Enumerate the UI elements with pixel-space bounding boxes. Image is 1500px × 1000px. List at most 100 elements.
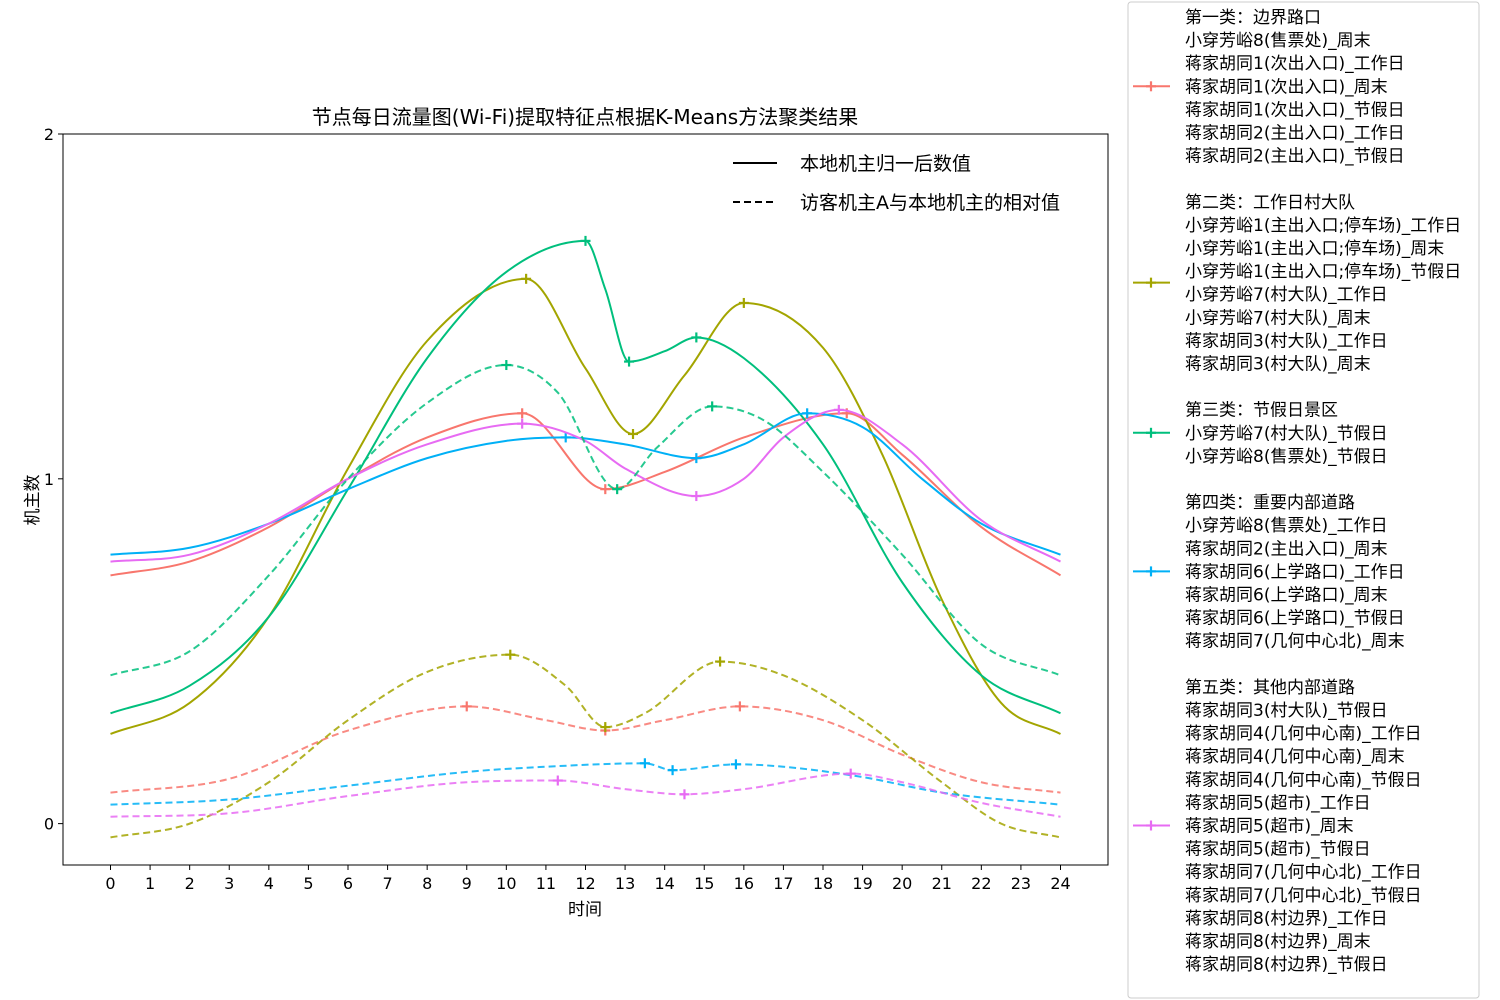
x-tick-label: 16	[734, 874, 754, 893]
series-cluster-4-solid	[110, 408, 1061, 556]
x-tick-label: 15	[694, 874, 714, 893]
series-point	[845, 768, 856, 779]
y-tick-label: 2	[44, 125, 54, 144]
x-tick-label: 0	[105, 874, 115, 893]
x-tick-label: 3	[224, 874, 234, 893]
series-line	[110, 705, 1061, 794]
series-point	[461, 701, 472, 712]
series-point	[552, 775, 563, 786]
y-axis-label: 机主数	[23, 475, 43, 526]
cluster-legend-group-5: 第五类：其他内部道路蒋家胡同3(村大队)_节假日蒋家胡同4(几何中心南)_工作日…	[1133, 678, 1422, 975]
series-point	[624, 356, 635, 367]
series-point	[691, 491, 702, 502]
series-point	[612, 484, 623, 495]
series-point	[600, 722, 611, 733]
x-tick-label: 7	[382, 874, 392, 893]
cluster-legend-text: 小穿芳峪7(村大队)_节假日	[1185, 424, 1388, 444]
cluster-legend-text: 蒋家胡同6(上学路口)_节假日	[1185, 609, 1405, 629]
cluster-legend-text: 蒋家胡同3(村大队)_工作日	[1185, 331, 1388, 351]
cluster-legend-text: 第五类：其他内部道路	[1185, 678, 1355, 698]
series-cluster-2-dashed	[110, 649, 1061, 839]
x-tick-label: 12	[575, 874, 595, 893]
cluster-legend-text: 蒋家胡同6(上学路口)_周末	[1185, 586, 1388, 606]
cluster-legend-text: 小穿芳峪1(主出入口;停车场)_工作日	[1185, 216, 1461, 236]
series-cluster-5-solid	[110, 404, 1061, 563]
cluster-legend-text: 第三类：节假日景区	[1185, 401, 1338, 421]
x-tick-label: 22	[971, 874, 991, 893]
series-cluster-2-solid	[110, 273, 1061, 735]
y-axis-ticks: 0 1 2	[44, 125, 63, 834]
series-point	[639, 758, 650, 769]
cluster-legend-text: 蒋家胡同3(村大队)_周末	[1185, 355, 1371, 375]
style-legend-label: 访客机主A与本地机主的相对值	[800, 192, 1060, 214]
cluster-legend-text: 蒋家胡同5(超市)_周末	[1185, 817, 1354, 837]
cluster-legend-text: 蒋家胡同1(次出入口)_周末	[1185, 77, 1388, 97]
series-cluster-4-dashed	[110, 758, 1061, 806]
cluster-legend-text: 蒋家胡同3(村大队)_节假日	[1185, 701, 1388, 721]
x-tick-label: 19	[852, 874, 872, 893]
x-tick-label: 5	[303, 874, 313, 893]
cluster-legend-text: 小穿芳峪7(村大队)_工作日	[1185, 285, 1388, 305]
x-tick-label: 21	[932, 874, 952, 893]
series-layer	[110, 235, 1062, 839]
series-point	[580, 235, 591, 246]
cluster-legend-text: 蒋家胡同6(上学路口)_工作日	[1185, 562, 1405, 582]
cluster-legend-box	[1127, 1, 1480, 999]
series-line	[110, 653, 1061, 839]
cluster-legend-text: 小穿芳峪1(主出入口;停车场)_节假日	[1185, 262, 1461, 282]
cluster-legend-text: 第一类：边界路口	[1185, 8, 1321, 28]
series-point	[560, 432, 571, 443]
series-point	[734, 701, 745, 712]
series-point	[600, 484, 611, 495]
cluster-legend-text: 蒋家胡同8(村边界)_周末	[1185, 932, 1371, 952]
x-tick-label: 23	[1011, 874, 1031, 893]
x-tick-label: 11	[536, 874, 556, 893]
x-axis-ticks: 0 1 2 3 4 5 6 7 8 9 10 11 12 13 14 15 16 17 18 19 20 21 22 23 24	[105, 865, 1071, 893]
cluster-legend-text: 蒋家胡同4(几何中心南)_周末	[1185, 747, 1405, 767]
series-cluster-1-solid	[110, 408, 1062, 577]
cluster-legend-text: 蒋家胡同4(几何中心南)_节假日	[1185, 770, 1422, 790]
cluster-legend-group-4: 第四类：重要内部道路小穿芳峪8(售票处)_工作日蒋家胡同2(主出入口)_周末蒋家…	[1133, 493, 1405, 652]
x-tick-label: 8	[422, 874, 432, 893]
x-tick-label: 9	[462, 874, 472, 893]
cluster-legend-text: 蒋家胡同1(次出入口)_节假日	[1185, 100, 1405, 120]
series-point	[501, 360, 512, 371]
chart-title: 节点每日流量图(Wi-Fi)提取特征点根据K-Means方法聚类结果	[312, 105, 858, 129]
series-line	[110, 239, 1061, 715]
series-cluster-1-dashed	[110, 701, 1061, 794]
cluster-legend-text: 蒋家胡同8(村边界)_工作日	[1185, 909, 1388, 929]
cluster-legend-text: 小穿芳峪1(主出入口;停车场)_周末	[1185, 239, 1444, 259]
series-point	[628, 428, 638, 439]
series-point	[730, 759, 741, 770]
series-point	[521, 273, 532, 284]
series-point	[833, 404, 844, 415]
y-tick-label: 0	[44, 815, 54, 834]
series-line	[110, 364, 1061, 677]
x-tick-label: 20	[892, 874, 912, 893]
series-point	[691, 453, 702, 464]
x-axis-label: 时间	[568, 900, 602, 920]
series-point	[802, 408, 813, 419]
cluster-legend-text: 第二类：工作日村大队	[1185, 193, 1355, 213]
cluster-legend-text: 蒋家胡同5(超市)_节假日	[1185, 840, 1371, 860]
x-tick-label: 18	[813, 874, 833, 893]
x-tick-label: 13	[615, 874, 635, 893]
cluster-legend-text: 蒋家胡同8(村边界)_节假日	[1185, 955, 1388, 975]
series-cluster-3-dashed	[110, 360, 1061, 677]
x-tick-label: 10	[496, 874, 516, 893]
x-tick-label: 6	[343, 874, 353, 893]
series-point	[517, 418, 528, 429]
cluster-legend-text: 蒋家胡同2(主出入口)_节假日	[1185, 147, 1405, 167]
series-line	[110, 408, 1061, 563]
series-line	[110, 277, 1061, 735]
x-tick-label: 2	[185, 874, 195, 893]
series-point	[517, 408, 528, 419]
style-legend-item: 本地机主归一后数值	[733, 153, 971, 175]
series-point	[738, 297, 749, 308]
cluster-legend-text: 蒋家胡同1(次出入口)_工作日	[1185, 54, 1405, 74]
cluster-legend-text: 小穿芳峪8(售票处)_节假日	[1185, 447, 1388, 467]
cluster-legend-group-1: 第一类：边界路口小穿芳峪8(售票处)_周末蒋家胡同1(次出入口)_工作日蒋家胡同…	[1133, 8, 1405, 167]
